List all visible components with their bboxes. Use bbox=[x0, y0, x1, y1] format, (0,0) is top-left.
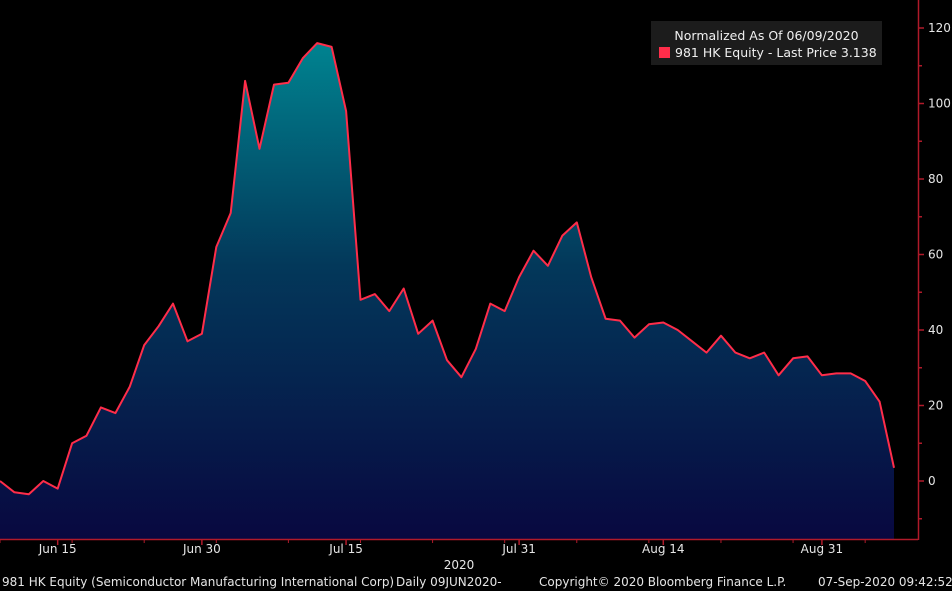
y-tick-label: 20 bbox=[928, 399, 943, 413]
y-tick-label: 60 bbox=[928, 248, 943, 262]
series-line bbox=[0, 42, 895, 496]
x-tick-label: Jul 15 bbox=[328, 542, 363, 556]
x-tick-label: Jun 15 bbox=[38, 542, 77, 556]
footer-date-range: Daily 09JUN2020- bbox=[396, 575, 502, 589]
price-chart: 0 20 40 60 80 100 120 Jun 15 Jun 30 Jul 15 Jul 31… bbox=[0, 0, 951, 572]
x-tick-label: Aug 14 bbox=[642, 542, 685, 556]
y-tick-label: 100 bbox=[928, 97, 951, 111]
legend: Normalized As Of 06/09/2020 981 HK Equit… bbox=[651, 21, 882, 65]
footer-security-name: 981 HK Equity (Semiconductor Manufacturi… bbox=[2, 575, 395, 589]
x-tick-label: Aug 31 bbox=[801, 542, 844, 556]
y-tick-label: 40 bbox=[928, 323, 943, 337]
series-area-fill bbox=[0, 43, 894, 539]
footer-timestamp: 07-Sep-2020 09:42:52 bbox=[818, 575, 952, 589]
x-tick-label: Jun 30 bbox=[182, 542, 221, 556]
legend-entry: 981 HK Equity - Last Price 3.138 bbox=[659, 45, 877, 60]
y-tick-label: 0 bbox=[928, 474, 936, 488]
footer-copyright: Copyright© 2020 Bloomberg Finance L.P. bbox=[539, 575, 787, 589]
y-tick-label: 120 bbox=[928, 21, 951, 35]
footer-bar: 981 HK Equity (Semiconductor Manufacturi… bbox=[0, 574, 952, 591]
y-tick-label: 80 bbox=[928, 172, 943, 186]
legend-normalized-header: Normalized As Of 06/09/2020 bbox=[674, 28, 859, 43]
x-axis-year-label: 2020 bbox=[444, 558, 475, 572]
x-tick-label: Jul 31 bbox=[501, 542, 536, 556]
legend-swatch bbox=[659, 47, 670, 58]
legend-series-label: 981 HK Equity - Last Price 3.138 bbox=[675, 45, 877, 60]
